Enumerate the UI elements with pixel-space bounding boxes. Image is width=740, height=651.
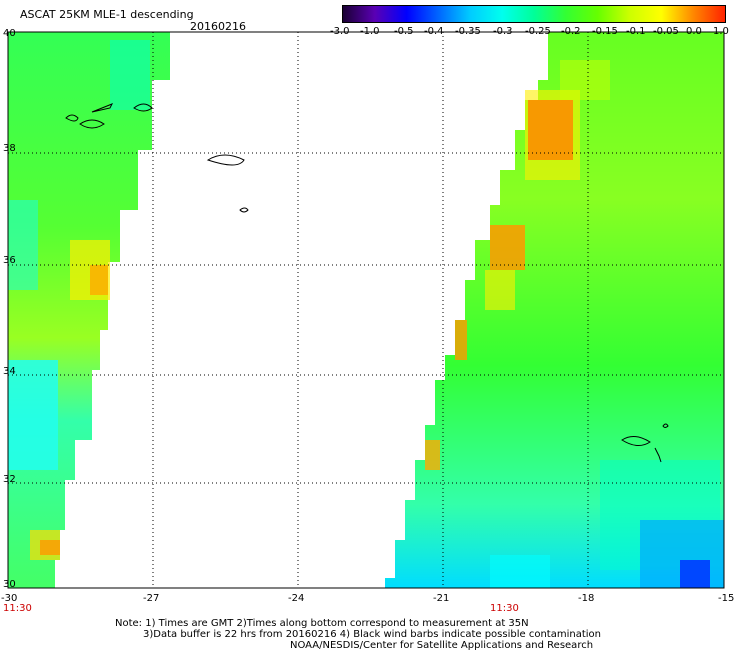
colorbar [342, 5, 726, 23]
time-label: 11:30 [490, 603, 519, 614]
lat-label: 32 [3, 474, 16, 485]
graticule [8, 32, 724, 588]
colorbar-label: -0.1 [626, 26, 646, 37]
colorbar-label: -0.4 [424, 26, 444, 37]
lat-label: 34 [3, 366, 16, 377]
lat-label: 36 [3, 255, 16, 266]
lat-label: 38 [3, 143, 16, 154]
note-line: NOAA/NESDIS/Center for Satellite Applica… [290, 640, 594, 651]
right-swath [385, 32, 724, 588]
colorbar-label: -0.2 [561, 26, 581, 37]
time-label: 11:30 [3, 603, 32, 614]
plot-frame [7, 31, 725, 589]
lon-label: -24 [288, 593, 305, 604]
colorbar-label: -0.5 [394, 26, 414, 37]
lon-label: -30 [1, 593, 18, 604]
lon-label: -15 [718, 593, 735, 604]
colorbar-label: -0.3 [493, 26, 513, 37]
note-line: 3)Data buffer is 22 hrs from 20160216 4)… [143, 629, 601, 640]
colorbar-label: -0.25 [525, 26, 551, 37]
left-swath [8, 32, 170, 588]
colorbar-label: -0.15 [592, 26, 618, 37]
colorbar-label: 1.0 [713, 26, 729, 37]
colorbar-label: 0.0 [686, 26, 702, 37]
colorbar-label: -0.05 [653, 26, 679, 37]
lon-label: -18 [578, 593, 595, 604]
map-date: 20160216 [190, 20, 246, 33]
map-title: ASCAT 25KM MLE-1 descending [20, 8, 194, 21]
lon-label: -21 [433, 593, 450, 604]
colorbar-label: -3.0 [330, 26, 350, 37]
island-outlines [65, 103, 669, 463]
colorbar-label: -0.35 [455, 26, 481, 37]
lat-label: 30 [3, 579, 16, 590]
lat-label: 40 [3, 28, 16, 39]
lon-label: -27 [143, 593, 160, 604]
note-line: Note: 1) Times are GMT 2)Times along bot… [115, 618, 529, 629]
colorbar-label: -1.0 [360, 26, 380, 37]
